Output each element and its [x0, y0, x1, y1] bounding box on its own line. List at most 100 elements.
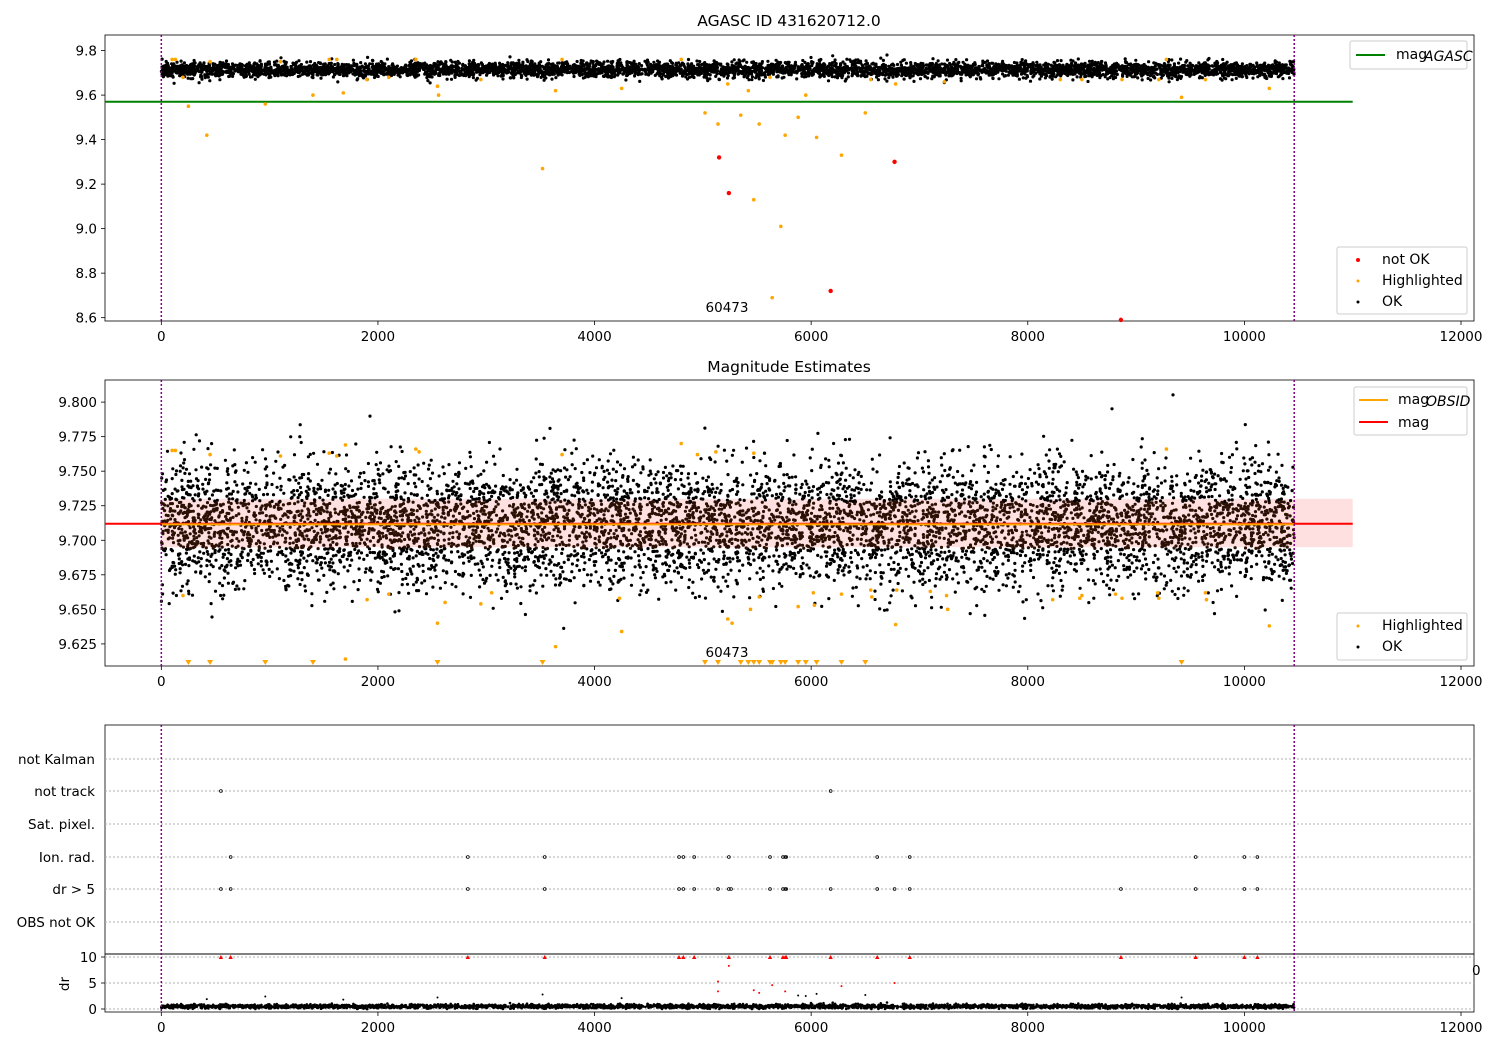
ok-point [984, 71, 988, 75]
ok-point [1086, 63, 1090, 67]
ok-point [290, 69, 294, 73]
ok-point [319, 65, 324, 69]
ok-point [906, 66, 911, 70]
ok-point [962, 68, 966, 73]
ok-point [437, 66, 441, 70]
ok-point [661, 67, 665, 71]
ok-point [822, 69, 826, 73]
ok-point [860, 63, 864, 67]
ok-point [256, 64, 260, 68]
ok-point [549, 66, 553, 70]
ok-point [1254, 71, 1258, 75]
ok-point [737, 64, 741, 68]
ok-point [697, 63, 701, 67]
ok-point [1059, 65, 1063, 69]
ok-point [1168, 73, 1172, 77]
ok-point [479, 70, 483, 74]
ok-point [741, 59, 745, 63]
ok-point [443, 69, 447, 73]
ok-point [191, 77, 195, 81]
ok-point [891, 75, 895, 79]
ok-point [1069, 58, 1073, 62]
ok-point [629, 62, 633, 66]
ok-point [881, 58, 886, 63]
ok-point [1154, 71, 1158, 75]
ok-point [1136, 76, 1140, 80]
ok-point [676, 69, 680, 73]
ok-point [959, 79, 963, 83]
ok-point [429, 74, 433, 78]
ok-point [1103, 61, 1108, 65]
ok-point [333, 62, 337, 67]
ok-point [1084, 71, 1088, 75]
ok-point [1221, 57, 1225, 62]
ok-point [380, 66, 385, 70]
ok-point [1029, 66, 1034, 71]
ok-point [1210, 64, 1215, 68]
ok-point [199, 73, 203, 77]
ok-point [269, 71, 273, 75]
ok-point [916, 72, 921, 76]
ok-point [959, 76, 963, 80]
ok-point [281, 72, 285, 76]
ok-point [1185, 70, 1189, 74]
ok-point [327, 69, 331, 73]
ok-point [572, 63, 577, 67]
ok-point [1048, 67, 1052, 71]
ok-point [565, 62, 569, 66]
ok-point [456, 59, 460, 64]
ok-point [660, 77, 664, 81]
ok-point [882, 69, 887, 73]
ok-point [521, 60, 525, 64]
ok-point [511, 73, 515, 77]
agasc-frame [104, 34, 1475, 322]
ok-point [745, 65, 749, 70]
ok-point [921, 66, 925, 70]
ok-point [534, 73, 539, 77]
ok-point [223, 64, 227, 68]
ok-point [734, 67, 738, 71]
ok-point [1035, 60, 1039, 64]
ok-point [583, 68, 588, 72]
ok-point [501, 77, 505, 81]
ok-point [1172, 62, 1176, 66]
ok-point [846, 66, 851, 71]
ok-point [1240, 75, 1244, 79]
ok-point [1132, 75, 1136, 79]
ok-point [1213, 64, 1217, 68]
ok-point [789, 73, 793, 77]
ok-point [231, 72, 235, 76]
ok-point [433, 62, 437, 66]
ok-point [609, 60, 613, 64]
ok-point [252, 66, 256, 70]
ok-point [495, 68, 499, 72]
ok-point [841, 67, 845, 72]
ok-point [1258, 67, 1262, 71]
ok-point [652, 60, 656, 64]
ok-point [1073, 62, 1077, 66]
ok-point [698, 59, 702, 64]
ok-point [973, 66, 978, 70]
ok-point [471, 76, 475, 80]
ok-point [812, 69, 816, 73]
ok-point [750, 75, 755, 79]
ok-point [1184, 60, 1188, 64]
ok-point [385, 57, 389, 61]
ok-point [717, 78, 722, 82]
ok-point [638, 79, 642, 83]
ok-point [679, 63, 683, 67]
ok-point [1086, 79, 1090, 84]
ok-point [231, 65, 236, 69]
ok-point [1083, 64, 1087, 68]
ok-point [695, 59, 699, 63]
ok-point [998, 65, 1002, 69]
ok-point [284, 68, 288, 72]
flags-panel: dr 0 [57, 963, 1481, 991]
ok-point [259, 67, 263, 71]
ok-point [853, 61, 858, 65]
ok-point [1123, 57, 1127, 61]
ok-point [763, 75, 768, 79]
ok-point [322, 65, 326, 69]
ok-point [829, 72, 833, 76]
ok-point [1269, 74, 1273, 79]
